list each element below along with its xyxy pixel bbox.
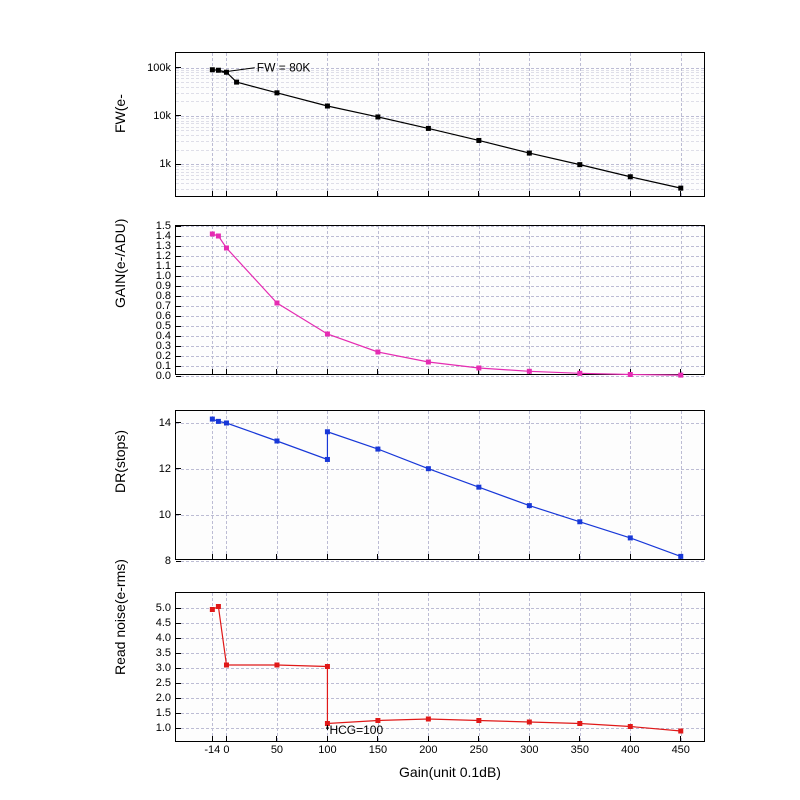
- plot-dr: [176, 411, 704, 559]
- plot-gain: [176, 226, 704, 374]
- data-marker: [216, 234, 221, 239]
- ytick-label: 5.0: [131, 602, 176, 614]
- data-marker: [210, 607, 215, 612]
- data-marker: [325, 332, 330, 337]
- xtick-label: 0: [211, 741, 241, 756]
- data-marker: [628, 724, 633, 729]
- data-marker: [274, 663, 279, 668]
- plot-rn: HCG=100: [176, 593, 704, 741]
- data-marker: [476, 485, 481, 490]
- chart-panel-rn: 1.01.52.02.53.03.54.04.55.0-140501001502…: [175, 592, 705, 742]
- ytick-label: 3.0: [131, 662, 176, 674]
- ylabel-rn: Read noise(e-rms): [112, 655, 128, 675]
- ytick-label: 100k: [131, 62, 176, 74]
- data-marker: [426, 466, 431, 471]
- data-marker: [216, 419, 221, 424]
- data-marker: [210, 232, 215, 237]
- ytick-label: 2.5: [131, 677, 176, 689]
- annotation-text: FW = 80K: [257, 61, 311, 75]
- data-marker: [476, 718, 481, 723]
- data-marker: [325, 457, 330, 462]
- data-marker: [274, 301, 279, 306]
- xtick-label: 150: [363, 741, 393, 756]
- data-marker: [224, 421, 229, 426]
- data-marker: [678, 554, 683, 559]
- data-marker: [678, 186, 683, 191]
- xtick-label: 100: [312, 741, 342, 756]
- ytick-label: 4.0: [131, 632, 176, 644]
- data-marker: [375, 114, 380, 119]
- xtick-label: 450: [666, 741, 696, 756]
- annotation-text: HCG=100: [329, 723, 383, 737]
- data-marker: [527, 369, 532, 374]
- xlabel: Gain(unit 0.1dB): [380, 764, 520, 780]
- data-marker: [476, 138, 481, 143]
- data-marker: [577, 721, 582, 726]
- data-marker: [375, 350, 380, 355]
- chart-panel-fw: 1k10k100kFW = 80K: [175, 52, 705, 197]
- xtick-label: 300: [514, 741, 544, 756]
- data-marker: [678, 373, 683, 378]
- data-marker: [678, 729, 683, 734]
- data-marker: [274, 439, 279, 444]
- ytick-label: 1.5: [131, 220, 176, 232]
- ytick-label: 1k: [131, 158, 176, 170]
- chart-panel-dr: 8101214: [175, 410, 705, 560]
- data-marker: [577, 162, 582, 167]
- ytick-label: 1.0: [131, 722, 176, 734]
- data-marker: [527, 503, 532, 508]
- ylabel-gain: GAIN(e-/ADU): [112, 288, 128, 308]
- chart-panel-gain: 0.00.10.20.30.40.50.60.70.80.91.01.11.21…: [175, 225, 705, 375]
- xtick-label: 400: [615, 741, 645, 756]
- data-marker: [628, 372, 633, 377]
- data-marker: [216, 604, 221, 609]
- xtick-label: 250: [464, 741, 494, 756]
- ytick-label: 8: [131, 555, 176, 567]
- data-marker: [577, 371, 582, 376]
- gridline-h: [176, 561, 704, 562]
- ytick-label: 14: [131, 417, 176, 429]
- data-marker: [375, 447, 380, 452]
- ytick-label: 10: [131, 509, 176, 521]
- data-marker: [210, 67, 215, 72]
- data-marker: [234, 80, 239, 85]
- data-marker: [216, 68, 221, 73]
- data-marker: [527, 151, 532, 156]
- ylabel-dr: DR(stops): [112, 473, 128, 493]
- ytick-label: 3.5: [131, 647, 176, 659]
- plot-fw: FW = 80K: [176, 53, 704, 196]
- ytick-label: 2.0: [131, 692, 176, 704]
- data-marker: [577, 519, 582, 524]
- data-marker: [426, 360, 431, 365]
- data-marker: [325, 104, 330, 109]
- data-marker: [628, 535, 633, 540]
- data-marker: [426, 126, 431, 131]
- ytick-label: 4.5: [131, 617, 176, 629]
- data-marker: [210, 417, 215, 422]
- xtick-label: 350: [565, 741, 595, 756]
- data-marker: [325, 429, 330, 434]
- data-marker: [628, 174, 633, 179]
- xtick-label: 50: [262, 741, 292, 756]
- data-marker: [527, 720, 532, 725]
- data-marker: [224, 246, 229, 251]
- data-marker: [224, 663, 229, 668]
- data-marker: [274, 90, 279, 95]
- data-marker: [325, 664, 330, 669]
- ytick-label: 1.5: [131, 707, 176, 719]
- ylabel-fw: FW(e-: [112, 113, 128, 133]
- gridline-h: [176, 376, 704, 377]
- data-marker: [426, 717, 431, 722]
- ytick-label: 10k: [131, 110, 176, 122]
- ytick-label: 12: [131, 463, 176, 475]
- data-marker: [476, 366, 481, 371]
- xtick-label: 200: [413, 741, 443, 756]
